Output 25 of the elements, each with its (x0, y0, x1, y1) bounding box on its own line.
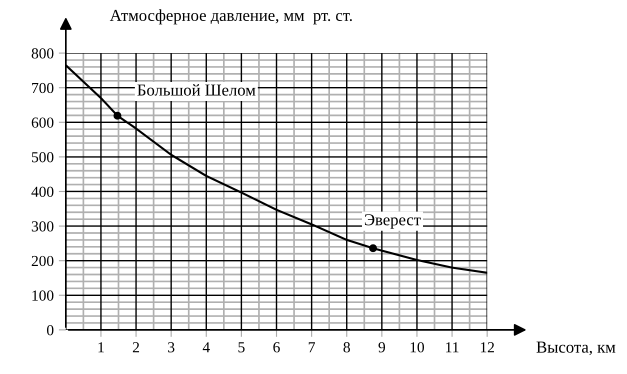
y-tick-label: 0 (46, 325, 54, 336)
x-axis-title: Высота, км (536, 342, 616, 356)
x-tick-label: 9 (378, 342, 386, 352)
annotation: Большой Шелом (137, 84, 256, 96)
annotation: Эверест (364, 214, 421, 229)
y-tick-label: 600 (32, 117, 54, 128)
x-tick-label: 1 (98, 342, 104, 352)
x-tick-label: 12 (480, 342, 494, 352)
x-tick-label: 6 (273, 342, 280, 352)
x-tick-label: 8 (343, 342, 350, 352)
y-tick-label: 800 (32, 48, 54, 59)
y-tick-label: 300 (32, 221, 54, 232)
y-tick-label: 500 (32, 152, 54, 162)
x-tick-label: 5 (238, 342, 245, 352)
y-tick-label: 200 (32, 256, 54, 266)
y-tick-label: 100 (32, 290, 54, 301)
y-tick-label: 700 (32, 82, 54, 94)
x-tick-label: 2 (132, 342, 140, 352)
x-tick-label: 4 (202, 342, 210, 352)
x-tick-label: 11 (446, 342, 459, 352)
x-tick-label: 7 (308, 342, 315, 352)
x-tick-label: 3 (168, 342, 174, 352)
y-axis-title: Атмосферное давление, мм рт. ст. (110, 9, 352, 24)
y-tick-label: 400 (31, 186, 54, 197)
x-tick-label: 10 (410, 342, 424, 352)
